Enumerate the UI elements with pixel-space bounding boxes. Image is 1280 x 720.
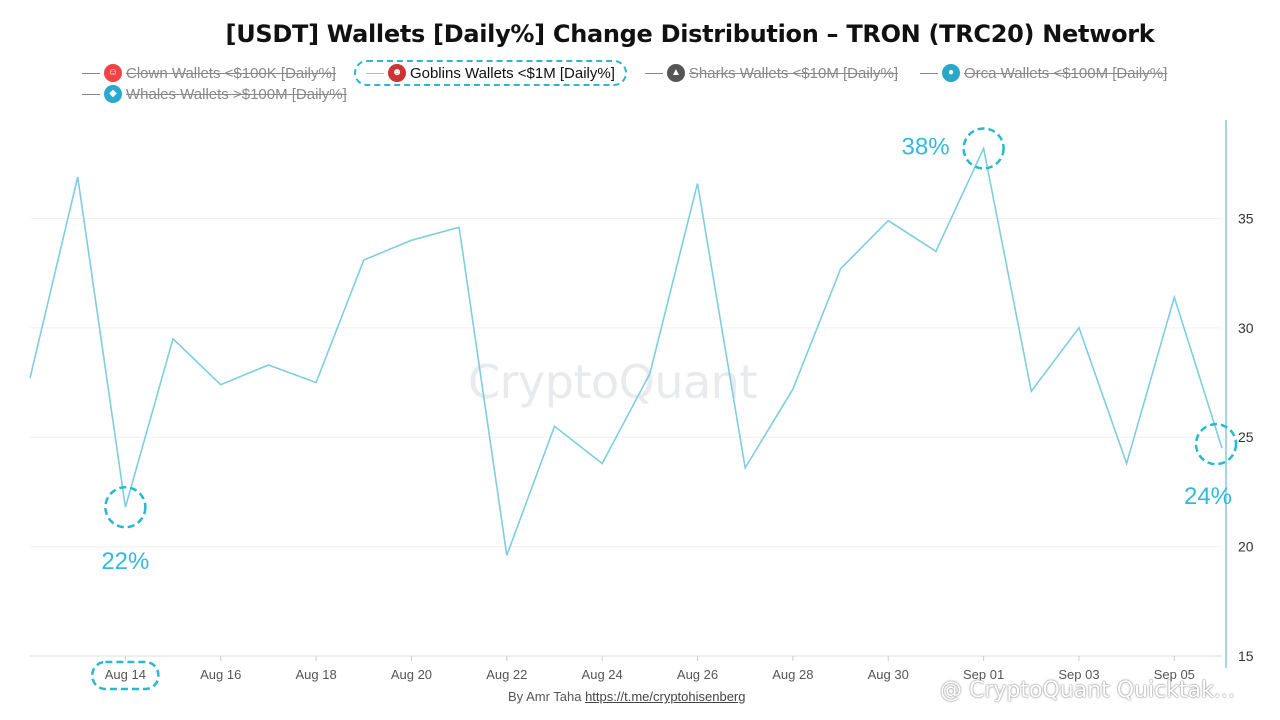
legend-label-goblins: Goblins Wallets <$1M [Daily%] [409,64,615,82]
x-tick-label: Aug 14 [105,667,146,682]
annotation-label: 38% [902,133,950,160]
legend-label-sharks: Sharks Wallets <$10M [Daily%] [688,64,898,82]
whale-icon: ◆ [104,85,122,103]
legend-item-clown[interactable]: ☺ Clown Wallets <$100K [Daily%] [78,62,340,84]
legend-label-clown: Clown Wallets <$100K [Daily%] [126,64,336,82]
x-tick-label: Aug 24 [582,667,623,682]
legend-label-whales: Whales Wallets >$100M [Daily%] [126,85,347,103]
legend-line [365,72,384,74]
annotation-circle [104,485,147,529]
x-tick-label: Aug 26 [677,667,718,682]
legend-item-whales[interactable]: ◆ Whales Wallets >$100M [Daily%] [78,83,351,105]
x-tick-label: Aug 16 [200,667,241,682]
clown-icon: ☺ [104,64,122,82]
legend-row-2: ◆ Whales Wallets >$100M [Daily%] [78,83,351,105]
legend-row-1: ☺ Clown Wallets <$100K [Daily%] ☻ Goblin… [78,60,1171,86]
credit-link[interactable]: https://t.me/cryptohisenberg [585,689,746,704]
highlight-tick-box [91,660,160,691]
chart-title: [USDT] Wallets [Daily%] Change Distribut… [225,20,1155,48]
credit-line: By Amr Taha https://t.me/cryptohisenberg [508,689,746,704]
y-tick-label: 30 [1238,320,1254,336]
annotation-label: 24% [1184,483,1232,510]
x-tick-label: Aug 28 [772,667,813,682]
x-tick-label: Sep 05 [1154,667,1195,682]
y-tick-label: 20 [1238,539,1254,555]
y-tick-label: 35 [1238,210,1254,226]
x-tick-label: Sep 03 [1058,667,1099,682]
x-tick-label: Aug 22 [486,667,527,682]
credit-prefix: By Amr Taha [508,689,586,704]
legend-line [82,93,100,95]
legend-label-orca: Orca Wallets <$100M [Daily%] [964,64,1168,82]
legend-line [82,72,100,74]
goblin-icon: ☻ [387,64,406,82]
y-tick-label: 15 [1238,648,1254,664]
series-line-goblins [29,145,1223,556]
y-tick-label: 25 [1238,429,1254,445]
legend-line [920,72,938,74]
legend-line [644,72,663,74]
annotation-circle [1194,422,1238,466]
annotation-circle [962,127,1005,170]
orca-icon: ● [942,64,960,82]
x-tick-label: Aug 20 [391,667,432,682]
quicktake-watermark: @ CryptoQuant Quicktak... [940,678,1235,703]
legend-item-goblins[interactable]: ☻ Goblins Wallets <$1M [Daily%] [353,60,627,86]
legend-item-orca[interactable]: ● Orca Wallets <$100M [Daily%] [916,62,1171,84]
shark-icon: ▲ [666,64,685,82]
x-tick-label: Aug 18 [295,667,336,682]
legend-item-sharks[interactable]: ▲ Sharks Wallets <$10M [Daily%] [641,62,902,84]
x-tick-label: Sep 01 [963,667,1004,682]
annotation-label: 22% [101,548,149,575]
x-tick-label: Aug 30 [868,667,909,682]
